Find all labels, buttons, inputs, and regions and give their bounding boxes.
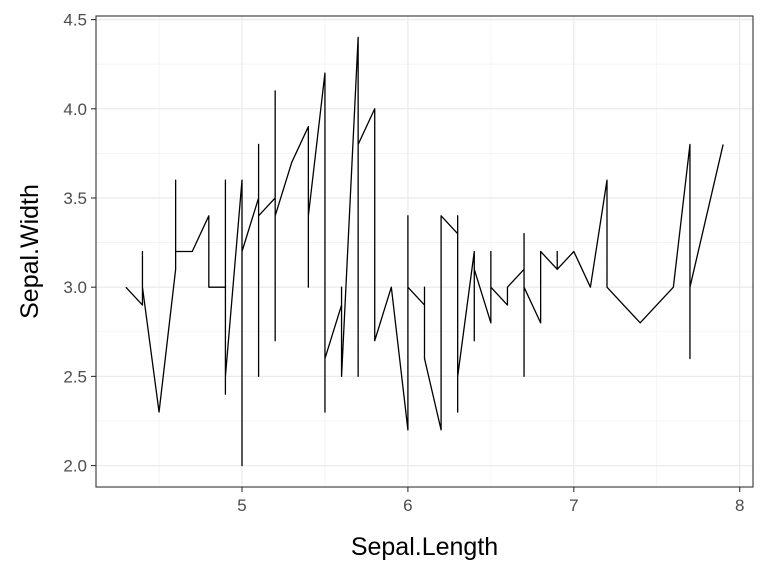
- x-tick-label: 7: [569, 496, 578, 515]
- plot-border: [95, 15, 754, 488]
- y-tick-label: 4.5: [63, 11, 87, 30]
- series-line-1: [125, 36, 724, 467]
- y-tick-label: 3.0: [63, 278, 87, 297]
- y-tick-label: 2.0: [63, 457, 87, 476]
- x-axis-title: Sepal.Length: [351, 533, 498, 561]
- y-tick-label: 4.0: [63, 100, 87, 119]
- y-axis-title: Sepal.Width: [16, 184, 44, 319]
- x-tick-label: 8: [735, 496, 744, 515]
- x-axis: 5 6 7 8: [237, 487, 744, 515]
- y-axis: 2.0 2.5 3.0 3.5 4.0 4.5: [63, 11, 96, 476]
- plot-panel: [96, 16, 753, 487]
- x-tick-label: 6: [403, 496, 412, 515]
- series-layer: [125, 36, 724, 467]
- x-tick-label: 5: [237, 496, 246, 515]
- y-tick-label: 3.5: [63, 189, 87, 208]
- y-tick-label: 2.5: [63, 367, 87, 386]
